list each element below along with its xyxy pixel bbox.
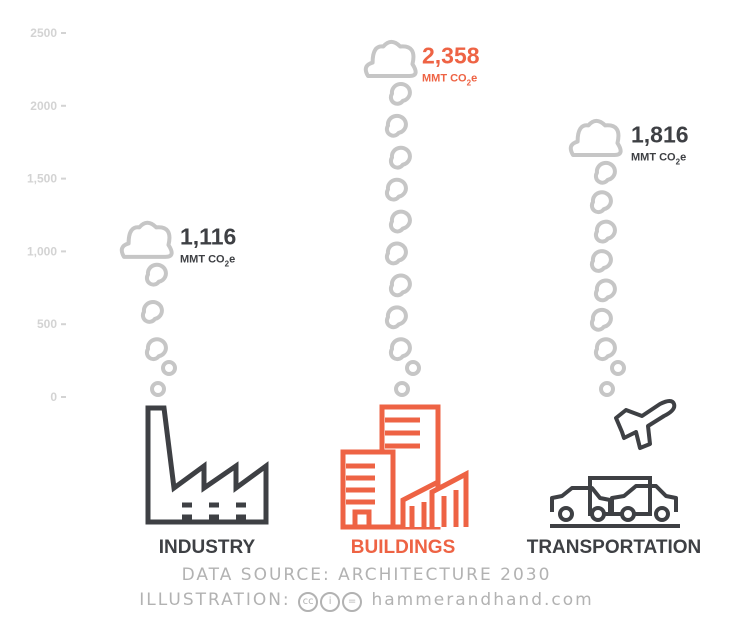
smoke-puff xyxy=(388,209,412,234)
smoke-puff xyxy=(140,300,164,324)
value-label: 1,116 xyxy=(180,224,236,250)
category-label: INDUSTRY xyxy=(159,537,256,558)
y-tick-label: 0 xyxy=(50,390,57,404)
illustration-credit: ILLUSTRATION: cc i = hammerandhand.com xyxy=(0,590,733,612)
cc-mark: cc xyxy=(298,592,319,612)
cloud-icon xyxy=(363,39,418,79)
buildings-icon xyxy=(340,404,469,530)
smoke-puff xyxy=(589,190,613,215)
factory-icon xyxy=(145,405,269,525)
smoke-puff xyxy=(388,145,412,170)
category-label: TRANSPORTATION xyxy=(527,537,702,558)
category-label: BUILDINGS xyxy=(351,537,456,558)
smoke-puff xyxy=(150,381,166,397)
value-label: 1,816 xyxy=(631,122,689,148)
nd-mark: = xyxy=(342,592,363,612)
credit-site-link[interactable]: hammerandhand.com xyxy=(371,590,594,610)
y-tick-label: 1,500 xyxy=(27,172,57,186)
airplane-icon xyxy=(614,399,677,450)
smoke-puff xyxy=(405,360,421,376)
smoke-puff xyxy=(388,81,412,106)
smoke-puff xyxy=(593,337,617,362)
smoke-puff xyxy=(589,249,613,273)
smoke-puff xyxy=(384,113,408,138)
y-tick-label: 500 xyxy=(37,317,57,331)
smoke-column-buildings xyxy=(363,39,421,397)
value-label: 2,358 xyxy=(422,43,480,69)
smoke-puff xyxy=(593,278,617,303)
smoke-puff xyxy=(394,381,410,397)
smoke-puff xyxy=(144,337,168,362)
y-tick-label: 2000 xyxy=(30,99,57,113)
smoke-column-transportation xyxy=(568,118,626,397)
smoke-puff xyxy=(384,305,408,330)
smoke-puff xyxy=(610,360,626,376)
credit-prefix: ILLUSTRATION: xyxy=(139,590,291,610)
smoke-column-industry xyxy=(119,220,177,397)
smoke-puff xyxy=(593,219,617,244)
category-labels: INDUSTRY BUILDINGS TRANSPORTATION xyxy=(159,537,701,558)
smoke-plumes xyxy=(119,39,626,397)
smoke-puff xyxy=(593,160,617,185)
y-axis: 0 500 1,000 1,500 2000 2500 xyxy=(27,26,66,404)
unit-label: MMT CO2e xyxy=(631,152,686,167)
smoke-puff xyxy=(599,381,615,397)
smoke-puff xyxy=(384,241,408,266)
smoke-puff xyxy=(384,177,408,202)
unit-label: MMT CO2e xyxy=(422,73,477,88)
by-mark: i xyxy=(320,592,341,612)
smoke-puff xyxy=(388,273,412,298)
value-labels: 1,116 MMT CO2e 2,358 MMT CO2e 1,816 MMT CO2e xyxy=(180,43,689,269)
smoke-puff xyxy=(388,337,412,362)
cloud-icon xyxy=(568,118,623,157)
creative-commons-icon: cc i = xyxy=(298,590,371,612)
y-tick-label: 2500 xyxy=(30,26,57,40)
smoke-puff xyxy=(144,262,168,287)
y-tick-label: 1,000 xyxy=(27,244,57,258)
unit-label: MMT CO2e xyxy=(180,254,235,269)
smoke-puff xyxy=(161,360,177,376)
smoke-puff xyxy=(589,307,613,332)
data-source-text: DATA SOURCE: ARCHITECTURE 2030 xyxy=(181,565,552,585)
cloud-icon xyxy=(119,220,174,259)
car-icon xyxy=(550,484,680,528)
